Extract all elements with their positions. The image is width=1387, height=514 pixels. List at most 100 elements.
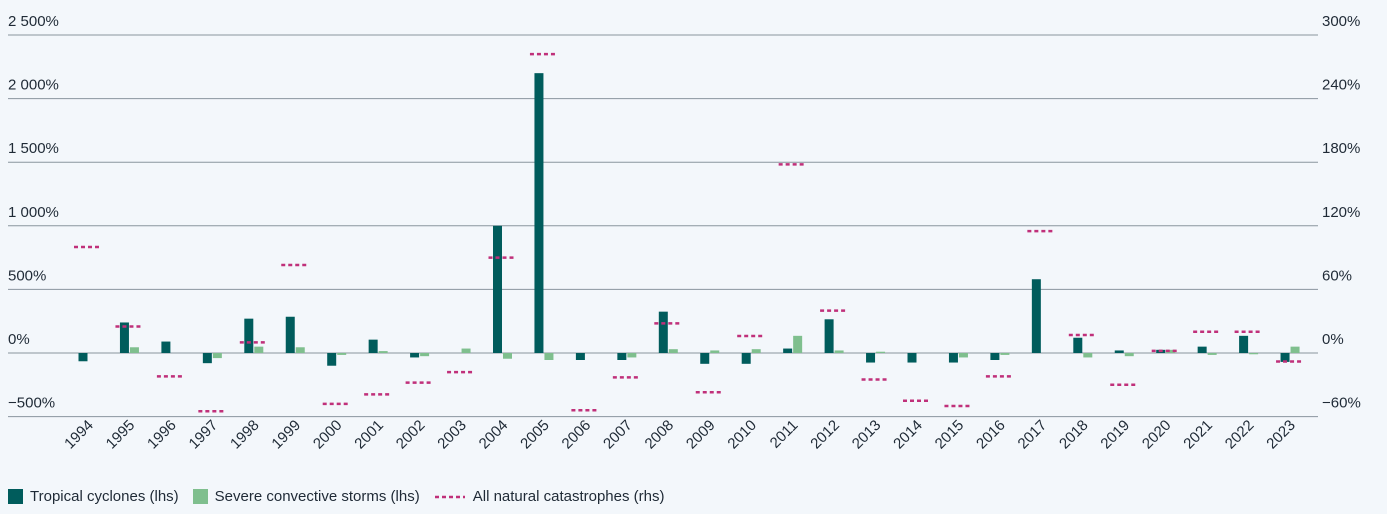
bar-tropical-cyclones-2000 (327, 353, 337, 366)
bar-severe-convective-storms-2016 (1000, 353, 1010, 355)
bar-tropical-cyclones-2016 (990, 353, 1000, 360)
legend-swatch-tropical-cyclones (8, 489, 23, 504)
x-axis-tick-label: 2016 (973, 417, 1009, 453)
bar-tropical-cyclones-2013 (866, 353, 876, 363)
bar-severe-convective-storms-1995 (129, 347, 139, 353)
bars (78, 73, 1300, 366)
left-axis-tick-label: 0% (8, 331, 30, 348)
x-axis-tick-label: 2004 (476, 417, 512, 453)
bar-severe-convective-storms-2015 (958, 353, 968, 358)
bar-severe-convective-storms-1998 (254, 346, 264, 353)
bar-severe-convective-storms-2008 (668, 349, 678, 353)
bar-tropical-cyclones-2012 (824, 319, 834, 353)
bar-tropical-cyclones-1995 (119, 322, 129, 353)
bar-tropical-cyclones-2019 (1114, 350, 1124, 353)
x-axis-tick-label: 2018 (1056, 417, 1092, 453)
bar-severe-convective-storms-2009 (710, 350, 720, 353)
x-axis-tick-label: 2010 (724, 417, 760, 453)
bar-severe-convective-storms-2002 (420, 353, 430, 357)
bar-severe-convective-storms-2013 (876, 351, 886, 353)
all-catastrophes-markers (74, 52, 1305, 413)
bar-severe-convective-storms-2012 (834, 350, 844, 353)
bar-severe-convective-storms-2000 (337, 353, 347, 355)
bar-tropical-cyclones-2017 (1031, 279, 1041, 353)
bar-tropical-cyclones-2002 (410, 353, 420, 358)
legend-label-severe-convective-storms: Severe convective storms (lhs) (214, 488, 420, 505)
x-axis-tick-label: 1994 (61, 417, 97, 453)
right-axis-tick-labels: −60% 0% 60% 120% 180% 240% 300% (1322, 13, 1361, 412)
x-axis-tick-label: 2007 (600, 417, 636, 453)
x-axis-tick-label: 2001 (351, 417, 387, 453)
bar-severe-convective-storms-2018 (1083, 353, 1093, 358)
bar-tropical-cyclones-1999 (285, 316, 295, 353)
left-axis-tick-label: 2 500% (8, 13, 59, 30)
legend-swatch-all-natural-catastrophes (434, 489, 466, 504)
right-axis-tick-label: 240% (1322, 77, 1360, 94)
bar-tropical-cyclones-2015 (948, 353, 958, 363)
x-axis-tick-label: 2022 (1222, 417, 1258, 453)
bar-tropical-cyclones-2010 (741, 353, 751, 364)
bar-tropical-cyclones-2004 (493, 225, 502, 353)
legend-item-severe-convective-storms: Severe convective storms (lhs) (192, 488, 420, 505)
x-axis-tick-label: 2020 (1139, 417, 1175, 453)
bar-severe-convective-storms-2023 (1290, 346, 1300, 353)
bar-severe-convective-storms-1999 (295, 347, 305, 353)
bar-tropical-cyclones-2023 (1280, 353, 1290, 362)
bar-tropical-cyclones-2008 (658, 311, 668, 353)
left-axis-tick-labels: −500% 0% 500% 1 000% 1 500% 2 000% 2 500% (8, 13, 59, 412)
bar-tropical-cyclones-2007 (617, 353, 627, 360)
right-axis-tick-label: 60% (1322, 267, 1352, 284)
x-axis-tick-label: 2000 (310, 417, 346, 453)
bar-tropical-cyclones-2005 (534, 73, 544, 353)
x-axis-tick-label: 1995 (103, 417, 139, 453)
left-axis-tick-label: 1 000% (8, 204, 59, 221)
bar-tropical-cyclones-2021 (1197, 346, 1207, 353)
bar-severe-convective-storms-2005 (544, 353, 554, 360)
x-axis-tick-label: 2008 (642, 417, 678, 453)
x-axis-tick-label: 2021 (1180, 417, 1216, 453)
left-axis-tick-label: 1 500% (8, 140, 59, 157)
right-axis-tick-label: 180% (1322, 140, 1360, 157)
right-axis-tick-label: 0% (1322, 331, 1344, 348)
legend-label-tropical-cyclones: Tropical cyclones (lhs) (30, 488, 179, 505)
x-axis-tick-label: 2006 (559, 417, 595, 453)
left-axis-tick-label: 2 000% (8, 77, 59, 94)
x-axis-tick-label: 1998 (227, 417, 263, 453)
legend-item-all-natural-catastrophes: All natural catastrophes (rhs) (434, 488, 665, 505)
bar-severe-convective-storms-2004 (503, 353, 512, 359)
right-axis-tick-label: 120% (1322, 204, 1360, 221)
right-axis-tick-label: 300% (1322, 13, 1360, 30)
x-axis-tick-labels: 1994 1995 1996 1997 1998 1999 2000 2001 2002 2003… (61, 417, 1299, 453)
x-axis-tick-label: 2013 (849, 417, 885, 453)
x-axis-tick-label: 2009 (683, 417, 719, 453)
chart-svg: −500% 0% 500% 1 000% 1 500% 2 000% 2 500% −60%… (8, 13, 1361, 453)
x-axis-tick-label: 2011 (767, 417, 802, 452)
bar-severe-convective-storms-2011 (793, 335, 803, 353)
x-axis-tick-label: 2019 (1097, 417, 1133, 453)
bar-tropical-cyclones-1994 (78, 353, 88, 362)
bar-tropical-cyclones-1998 (244, 318, 254, 353)
bar-tropical-cyclones-1997 (202, 353, 212, 364)
bar-severe-convective-storms-2019 (1124, 353, 1134, 357)
bar-severe-convective-storms-2003 (461, 348, 471, 353)
bar-tropical-cyclones-2022 (1239, 335, 1249, 353)
bar-tropical-cyclones-2011 (783, 348, 793, 353)
x-axis-tick-label: 1997 (186, 417, 222, 453)
x-axis-tick-label: 2023 (1263, 417, 1299, 453)
left-axis-tick-label: 500% (8, 267, 46, 284)
bar-tropical-cyclones-2001 (368, 339, 378, 353)
x-axis-tick-label: 2003 (434, 417, 470, 453)
grid-lines (8, 34, 1318, 418)
bar-severe-convective-storms-2022 (1249, 353, 1259, 355)
x-axis-tick-label: 2012 (807, 417, 843, 453)
bar-tropical-cyclones-2009 (700, 353, 710, 364)
bar-tropical-cyclones-2014 (907, 353, 917, 363)
x-axis-tick-label: 2014 (890, 417, 926, 453)
legend: Tropical cyclones (lhs) Severe convectiv… (8, 488, 664, 505)
bar-severe-convective-storms-2021 (1207, 353, 1217, 355)
bar-severe-convective-storms-2007 (627, 353, 637, 358)
bar-tropical-cyclones-2006 (575, 353, 585, 360)
legend-label-all-natural-catastrophes: All natural catastrophes (rhs) (472, 488, 665, 505)
x-axis-tick-label: 2005 (517, 417, 553, 453)
